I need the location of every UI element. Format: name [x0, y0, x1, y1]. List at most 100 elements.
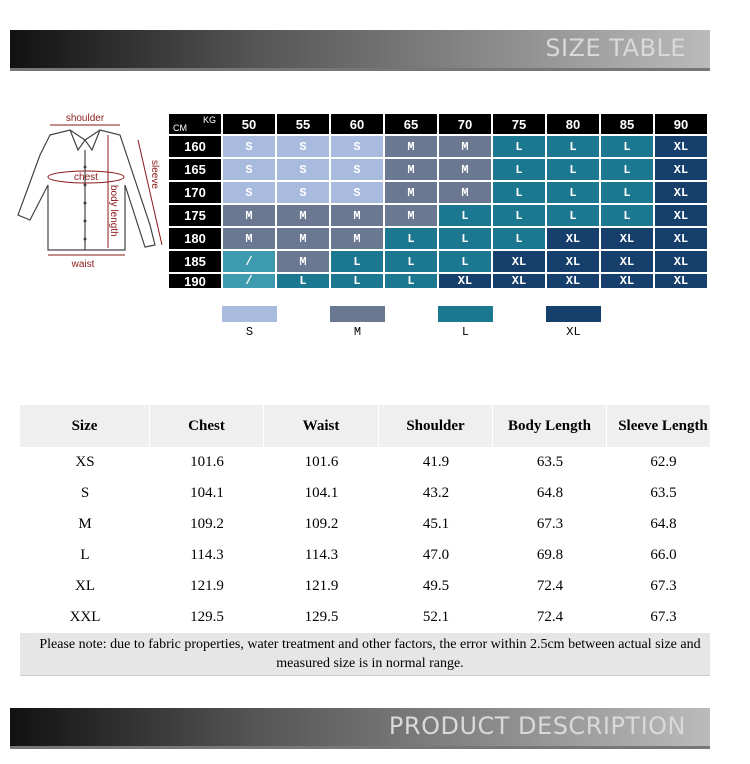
- table-cell: 114.3: [304, 547, 339, 563]
- size-cell: L: [384, 273, 438, 289]
- column-header: Size: [20, 405, 150, 447]
- table-cell: 121.9: [190, 578, 224, 594]
- label-sleeve: sleeve: [149, 160, 160, 189]
- weight-header: 50: [222, 113, 276, 135]
- kg-label: KG: [202, 115, 216, 125]
- size-chart: KG CM 50 55 60 65 70 75 80 85 90 160 S S S M M L L L XL 165 S S…: [168, 113, 709, 291]
- column-header: Chest: [150, 405, 264, 447]
- weight-header: 60: [330, 113, 384, 135]
- height-header: 175: [168, 204, 222, 227]
- table-cell: XS: [75, 454, 95, 470]
- label-shoulder: shoulder: [66, 113, 105, 124]
- size-cell: L: [546, 158, 600, 181]
- legend-label: XL: [566, 325, 581, 339]
- size-cell: S: [222, 158, 276, 181]
- table-cell: XL: [75, 578, 95, 594]
- cm-label: CM: [173, 123, 187, 133]
- size-table: Size Chest Waist Shoulder Body Length Sleeve …: [20, 405, 710, 676]
- table-cell: 45.1: [422, 516, 450, 532]
- table-cell: 72.4: [536, 609, 564, 625]
- size-cell: XL: [438, 273, 492, 289]
- corner: KG CM: [168, 113, 222, 135]
- table-cell: 121.9: [304, 578, 339, 594]
- size-cell: L: [546, 204, 600, 227]
- height-header: 170: [168, 181, 222, 204]
- size-cell: L: [330, 250, 384, 273]
- table-cell: XXL: [69, 609, 101, 625]
- legend-swatch: [438, 306, 493, 322]
- size-cell: XL: [654, 135, 708, 158]
- size-cell: L: [384, 250, 438, 273]
- table-cell: 52.1: [422, 609, 450, 625]
- header-title: SIZE TABLE: [545, 34, 686, 62]
- size-cell: S: [330, 158, 384, 181]
- size-cell: M: [222, 227, 276, 250]
- column-header: Body Length: [493, 405, 607, 447]
- legend-swatch: [330, 306, 385, 322]
- size-cell: L: [492, 181, 546, 204]
- footer-banner: PRODUCT DESCRIPTION: [10, 708, 710, 749]
- table-cell: 64.8: [650, 516, 677, 532]
- size-cell: M: [438, 135, 492, 158]
- legend-swatch: [222, 306, 277, 322]
- size-cell: M: [330, 227, 384, 250]
- size-cell: XL: [654, 181, 708, 204]
- table-cell: 101.6: [190, 454, 224, 470]
- height-header: 165: [168, 158, 222, 181]
- size-cell: L: [492, 227, 546, 250]
- size-cell: L: [492, 135, 546, 158]
- size-cell: XL: [546, 273, 600, 289]
- size-cell: L: [600, 204, 654, 227]
- size-cell: L: [546, 135, 600, 158]
- size-cell: L: [384, 227, 438, 250]
- column-header: Shoulder: [379, 405, 493, 447]
- label-body-length: body length: [108, 185, 119, 237]
- table-cell: M: [78, 516, 92, 532]
- weight-header: 75: [492, 113, 546, 135]
- size-cell: XL: [654, 273, 708, 289]
- size-cell: L: [438, 227, 492, 250]
- size-cell: XL: [654, 227, 708, 250]
- height-header: 185: [168, 250, 222, 273]
- size-cell: L: [438, 204, 492, 227]
- size-cell: M: [276, 204, 330, 227]
- weight-header: 65: [384, 113, 438, 135]
- size-cell: XL: [654, 204, 708, 227]
- size-cell: S: [222, 181, 276, 204]
- height-header: 160: [168, 135, 222, 158]
- table-note: Please note: due to fabric properties, w…: [20, 633, 710, 675]
- size-cell: S: [330, 181, 384, 204]
- table-cell: 129.5: [304, 609, 339, 625]
- size-cell: L: [276, 273, 330, 289]
- header-banner: SIZE TABLE: [10, 30, 710, 71]
- table-cell: 43.2: [422, 485, 450, 501]
- size-cell: XL: [492, 250, 546, 273]
- legend-label: S: [245, 325, 254, 339]
- height-header: 180: [168, 227, 222, 250]
- size-cell: XL: [546, 250, 600, 273]
- label-chest: chest: [74, 172, 98, 183]
- table-cell: 63.5: [536, 454, 564, 470]
- size-cell: M: [384, 135, 438, 158]
- size-cell: S: [222, 135, 276, 158]
- table-cell: 67.3: [650, 578, 677, 594]
- height-header: 190: [168, 273, 222, 289]
- size-cell: M: [222, 204, 276, 227]
- size-cell: M: [438, 181, 492, 204]
- table-cell: 104.1: [190, 485, 224, 501]
- size-cell: L: [438, 250, 492, 273]
- weight-header: 90: [654, 113, 708, 135]
- table-cell: 67.3: [650, 609, 677, 625]
- size-cell: L: [600, 181, 654, 204]
- table-cell: L: [80, 547, 90, 563]
- size-cell: S: [330, 135, 384, 158]
- size-cell: S: [276, 135, 330, 158]
- size-cell: S: [276, 158, 330, 181]
- table-cell: 63.5: [650, 485, 677, 501]
- size-cell: L: [330, 273, 384, 289]
- size-cell: M: [330, 204, 384, 227]
- table-cell: S: [80, 485, 90, 501]
- size-cell: M: [384, 181, 438, 204]
- size-cell: XL: [600, 250, 654, 273]
